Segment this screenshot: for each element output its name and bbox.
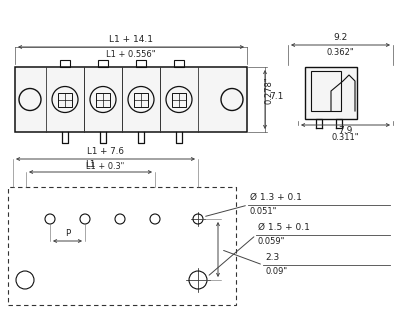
- Text: L1 + 7.6: L1 + 7.6: [87, 147, 124, 156]
- Bar: [305, 67, 357, 119]
- Text: Ø 1.3 + 0.1: Ø 1.3 + 0.1: [250, 193, 302, 202]
- Text: 2.3: 2.3: [265, 253, 279, 262]
- Text: 7.9: 7.9: [338, 126, 353, 135]
- Text: 9.2: 9.2: [333, 33, 348, 42]
- Text: 0.278": 0.278": [264, 77, 274, 105]
- Bar: [174, 60, 184, 67]
- Bar: [15, 67, 247, 132]
- Text: L1 + 0.556": L1 + 0.556": [106, 50, 156, 59]
- Text: 7.1: 7.1: [269, 92, 283, 101]
- Text: L1 + 0.3": L1 + 0.3": [86, 162, 125, 171]
- Text: 0.311": 0.311": [332, 133, 359, 142]
- Bar: [134, 93, 148, 107]
- Text: L1 + 14.1: L1 + 14.1: [109, 35, 153, 44]
- Bar: [172, 93, 186, 107]
- Text: Ø 1.5 + 0.1: Ø 1.5 + 0.1: [258, 223, 310, 232]
- Bar: [60, 60, 70, 67]
- Bar: [58, 93, 72, 107]
- Text: P: P: [65, 229, 70, 238]
- Bar: [136, 60, 146, 67]
- Text: 0.09": 0.09": [265, 267, 287, 276]
- Bar: [311, 71, 341, 111]
- Text: 0.362": 0.362": [327, 48, 354, 57]
- Text: 0.059": 0.059": [258, 237, 285, 246]
- Text: L1: L1: [85, 160, 96, 169]
- Bar: [98, 60, 108, 67]
- Bar: [8, 187, 236, 305]
- Bar: [96, 93, 110, 107]
- Text: 0.051": 0.051": [250, 207, 277, 216]
